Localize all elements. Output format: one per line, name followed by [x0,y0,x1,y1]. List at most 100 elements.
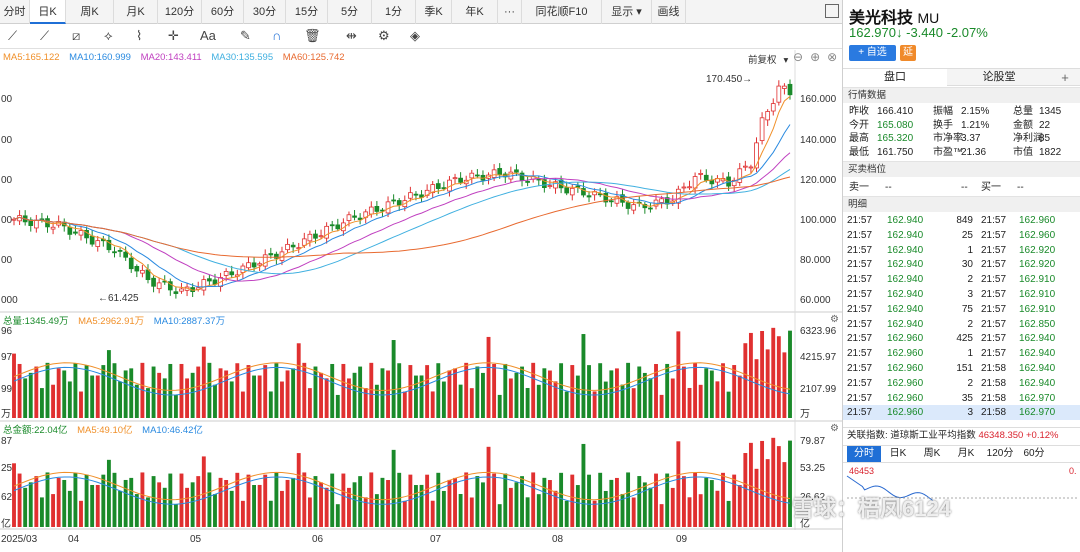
adjust-select[interactable]: 前复权 ▾ [748,55,789,66]
tab-4[interactable]: 120分 [158,0,202,24]
layers-icon[interactable]: ◈ [410,28,420,43]
ma5-label: MA5:165.122 [3,52,60,63]
amt-bar [771,437,776,527]
zoom-out-icon[interactable]: ⊖ [793,50,804,64]
candle-body [698,173,704,175]
vol-bar [179,363,184,418]
tab-forum[interactable]: 论股堂 [982,71,1016,83]
low-annotation: ←61.425 [98,293,139,304]
kline-chart[interactable]: 160.000 00 140.000 00 120.000 00 100.000 00 80.0… [0,0,842,552]
close-icon[interactable]: ⊗ [827,50,838,64]
mini-tab-0[interactable]: 分时 [847,446,881,462]
amt-bar [492,473,497,527]
amt-bar [185,487,190,527]
vol-bar [263,365,268,418]
mini-tab-4[interactable]: 120分 [986,448,1014,459]
bidask-title: 买卖档位 [843,161,1080,177]
vol-bar [157,372,162,418]
candle-body [89,235,95,245]
tab-6[interactable]: 30分 [244,0,286,24]
tab-13[interactable]: 同花顺F10 [522,0,602,24]
pane-gear-icon[interactable]: ⚙ [830,423,839,434]
ma30-label: MA30:135.595 [211,52,274,63]
price-tick-left: 00 [1,175,13,186]
vol-bar [453,368,457,418]
amt-bar [45,472,50,527]
candle-body [274,253,279,259]
vol-bar [224,370,229,418]
vol-bar [313,366,318,418]
tab-3[interactable]: 月K [114,0,158,24]
tab-1[interactable]: 日K [30,0,66,24]
vol-bar [642,372,647,418]
vol-axis-left: 97 [1,352,13,363]
cross-icon[interactable]: ✛ [168,28,179,43]
add-watchlist-button[interactable]: + 自选 [849,45,896,61]
magnet-icon[interactable]: ∩ [272,28,282,43]
tab-8[interactable]: 5分 [328,0,372,24]
mini-tab-3[interactable]: 月K [957,448,975,459]
vol-axis-left: 96 [1,326,13,337]
amt-bar [34,476,39,527]
tab-10[interactable]: 季K [416,0,452,24]
amt-bar [559,472,564,527]
zoom-controls[interactable]: ⊖ ⊕ ⊗ [793,50,844,64]
price-tick-label: 140.000 [800,135,837,146]
ma5-line [13,96,791,291]
ma20-line [13,152,791,282]
text-icon[interactable]: Aa [200,28,216,43]
tab-15[interactable]: 画线 [652,0,686,24]
tab-9[interactable]: 1分 [372,0,416,24]
channel-icon[interactable]: ⧄ [72,28,81,43]
amt-bar [190,482,195,527]
zoom-in-icon[interactable]: ⊕ [810,50,821,64]
trash-icon[interactable]: 🗑 [304,28,321,43]
ma20-label: MA20:143.411 [140,52,202,63]
trend-icon[interactable]: ⟡ [104,28,113,43]
candle-body [547,185,553,187]
vol-ma10-line [13,366,791,396]
candle-body [313,233,318,239]
tab-7[interactable]: 15分 [286,0,328,24]
mini-tab-2[interactable]: 周K [923,448,941,459]
quote-row: 最高 165.320 市净率 3.37 净利润 85 [849,133,1051,144]
vol-bar [754,359,759,418]
tick-row: 21:57 162.960 151 21:58 162.940 [847,363,1056,374]
pane-gear-icon[interactable]: ⚙ [830,314,839,325]
mini-tab-1[interactable]: 日K [889,448,907,459]
vol-bar [743,343,748,418]
amt-axis-label: 79.87 [800,436,825,447]
vol-bar [776,336,781,418]
ma-price-legend: MA5:165.122 MA10:160.999 MA20:143.411 MA… [3,52,352,63]
candle-body [324,225,329,239]
ray-icon[interactable]: ⟋ [40,28,50,43]
mini-tab-5[interactable]: 60分 [1023,448,1045,459]
tab-11[interactable]: 年K [452,0,498,24]
wave-icon[interactable]: ⌇ [136,28,143,43]
eraser-icon[interactable]: ✎ [240,28,251,43]
related-index-bar[interactable]: 关联指数: 道琼斯工业平均指数 46348.350 +0.12% [843,427,1080,443]
amt-bar [419,484,424,527]
amt-bar [581,443,586,527]
vol-bar [67,381,72,418]
tab-5[interactable]: 60分 [202,0,244,24]
tab-14[interactable]: 显示 ▾ [602,0,652,24]
gear-icon[interactable]: ⚙ [378,28,390,43]
amt-bar [347,487,351,527]
vol-bar [123,370,128,418]
candle-body [307,233,313,242]
window-restore-icon[interactable] [825,4,839,18]
candle-body [408,192,413,199]
tab-12[interactable]: ··· [498,0,522,24]
tab-2[interactable]: 周K [66,0,114,24]
ma60-label: MA60:125.742 [282,52,345,63]
tab-pankou[interactable]: 盘口 [843,69,947,86]
candle-body [525,181,530,183]
add-tab-button[interactable]: + [1061,70,1069,85]
candle-body [586,195,592,198]
tab-0[interactable]: 分时 [0,0,30,24]
vol-bar [408,365,413,418]
move-icon[interactable]: ⇹ [346,28,357,43]
amt-bar [196,476,201,527]
line-icon[interactable]: ⟋ [8,28,18,43]
